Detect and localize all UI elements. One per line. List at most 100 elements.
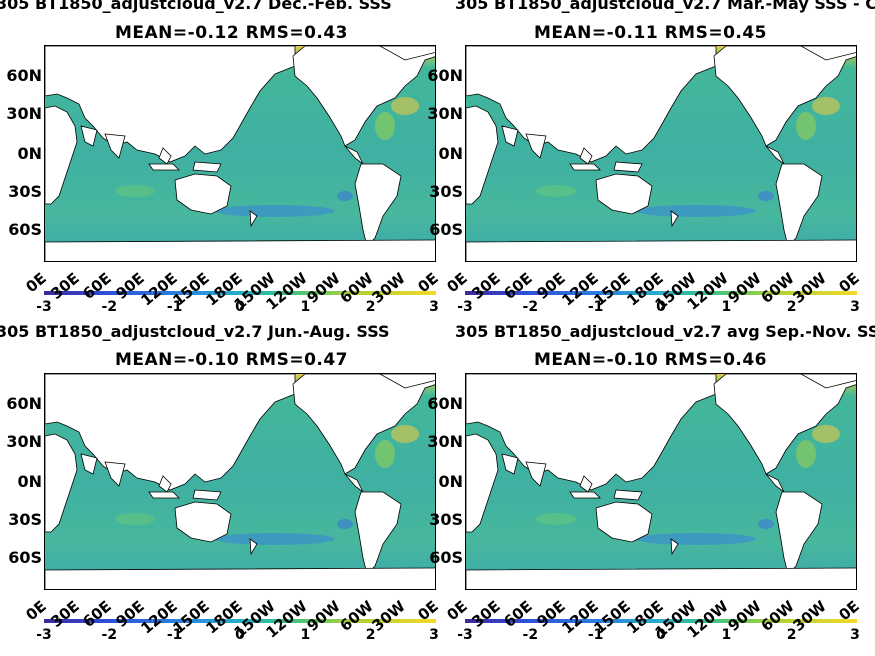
colorbar-tick-label: -2 [522, 299, 539, 315]
colorbar-tick-label: -1 [587, 627, 604, 643]
lat-tick-label: 30N [427, 104, 463, 123]
lat-tick-label: 30S [8, 182, 42, 201]
land-mass [765, 473, 785, 493]
colorbar-tick-label: -3 [36, 299, 52, 315]
land-mass [344, 145, 364, 165]
land-mass [466, 567, 856, 589]
lat-tick-label: 30N [6, 104, 42, 123]
land-mass [379, 46, 435, 61]
lat-tick-label: 0N [17, 144, 42, 163]
panel-2-map [465, 45, 857, 262]
land-mass [775, 491, 823, 575]
colorbar-tick-label: -1 [166, 627, 183, 643]
panel-2-colorbar [465, 291, 857, 295]
colorbar-tick-label: -1 [587, 299, 604, 315]
lat-tick-label: 60S [8, 548, 42, 567]
colorbar-tick-label: 0 [235, 299, 245, 315]
colorbar-tick-label: -2 [101, 627, 118, 643]
land-mass [104, 461, 126, 487]
panel-4-title: 305 BT1850_adjustcloud_v2.7 avg Sep.-Nov… [455, 322, 875, 341]
land-mass [775, 163, 823, 247]
anomaly-patch [636, 533, 756, 545]
land-mass [613, 161, 643, 173]
panel-1-map [44, 45, 436, 262]
land-mass [45, 374, 296, 491]
land-mass [354, 491, 402, 575]
lat-tick-label: 30S [429, 182, 463, 201]
colorbar-tick-label: 1 [721, 299, 732, 315]
lat-tick-label: 60N [427, 66, 463, 85]
colorbar-tick-label: 1 [300, 299, 311, 315]
anomaly-patch [337, 191, 353, 201]
land-mass [45, 567, 435, 589]
lat-tick-label: 60S [429, 548, 463, 567]
land-mass [45, 433, 78, 533]
land-mass [148, 491, 180, 499]
panel-4-stats: MEAN=-0.10 RMS=0.46 [534, 350, 768, 370]
colorbar-tick-label: 3 [850, 627, 860, 643]
colorbar-tick-label: 0 [656, 627, 666, 643]
land-mass [174, 173, 232, 215]
anomaly-patch [812, 97, 840, 115]
land-mass [192, 161, 222, 173]
lat-tick-label: 30N [6, 432, 42, 451]
land-mass [80, 453, 98, 475]
lat-tick-label: 0N [17, 472, 42, 491]
colorbar-tick-label: 2 [786, 627, 797, 643]
anomaly-patch [758, 191, 774, 201]
land-mass [569, 163, 601, 171]
land-mass [292, 46, 435, 147]
anomaly-patch [536, 513, 576, 525]
land-mass [466, 105, 499, 205]
land-mass [379, 374, 435, 389]
land-mass [466, 46, 717, 163]
colorbar-tick-label: 1 [300, 627, 311, 643]
lat-tick-label: 60N [6, 66, 42, 85]
land-mass [525, 133, 547, 159]
land-mass [148, 163, 180, 171]
panel-1-title: 305 BT1850_adjustcloud_v2.7 Dec.-Feb. SS… [0, 0, 392, 13]
map-land [466, 46, 856, 261]
lat-tick-label: 0N [438, 472, 463, 491]
panel-3-stats: MEAN=-0.10 RMS=0.47 [115, 350, 349, 370]
land-mass [80, 125, 98, 147]
land-mass [670, 210, 679, 228]
anomaly-patch [796, 440, 816, 468]
panel-3-colorbar [44, 619, 436, 623]
colorbar-tick-label: 3 [429, 627, 439, 643]
colorbar-tick-label: 0 [656, 299, 666, 315]
land-mass [501, 125, 519, 147]
colorbar-tick-label: 2 [365, 627, 376, 643]
lat-tick-label: 30N [427, 432, 463, 451]
land-mass [292, 374, 435, 475]
colorbar-tick-label: 3 [850, 299, 860, 315]
colorbar-tick-label: -2 [101, 299, 118, 315]
anomaly-patch [536, 185, 576, 197]
anomaly-patch [758, 519, 774, 529]
anomaly-patch [115, 513, 155, 525]
land-mass [466, 433, 499, 533]
anomaly-patch [375, 440, 395, 468]
panel-3-title: 305 BT1850_adjustcloud_v2.7 Jun.-Aug. SS… [0, 322, 390, 341]
land-mass [595, 173, 653, 215]
map-land [466, 374, 856, 589]
land-mass [192, 489, 222, 501]
colorbar-tick-label: -3 [457, 299, 473, 315]
lat-tick-label: 60S [8, 220, 42, 239]
colorbar-tick-label: -2 [522, 627, 539, 643]
land-mass [249, 210, 258, 228]
anomaly-patch [636, 205, 756, 217]
land-mass [45, 105, 78, 205]
lat-tick-label: 60N [6, 394, 42, 413]
land-mass [613, 489, 643, 501]
land-mass [501, 453, 519, 475]
land-mass [45, 46, 296, 163]
anomaly-patch [391, 425, 419, 443]
land-mass [45, 239, 435, 261]
colorbar-tick-label: 3 [429, 299, 439, 315]
anomaly-patch [115, 185, 155, 197]
lat-tick-label: 60N [427, 394, 463, 413]
land-mass [344, 473, 364, 493]
map-land [45, 374, 435, 589]
land-mass [713, 46, 856, 147]
